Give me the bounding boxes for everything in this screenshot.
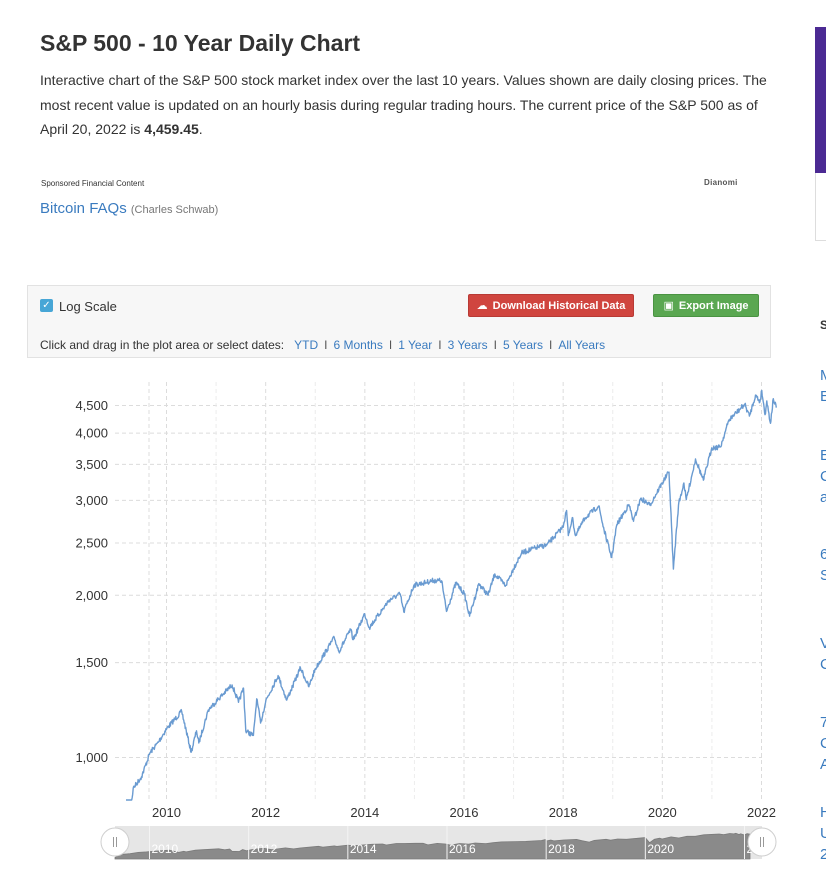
x-tick-label: 2018 — [549, 805, 578, 820]
range-link-3-years[interactable]: 3 Years — [447, 338, 488, 352]
right-sidebar-fragment[interactable]: E — [820, 388, 826, 405]
download-historical-data-button[interactable]: ☁ Download Historical Data — [468, 294, 634, 317]
sp500-series-line[interactable] — [125, 389, 777, 801]
right-sidebar-fragment[interactable]: 7 — [820, 714, 826, 731]
log-scale-label[interactable]: Log Scale — [59, 299, 117, 314]
sponsored-link-source: (Charles Schwab) — [130, 204, 219, 216]
right-sidebar-fragment[interactable]: A — [820, 756, 826, 773]
y-tick-label: 2,500 — [75, 536, 108, 551]
right-sidebar-fragment[interactable]: C — [820, 656, 826, 673]
range-links: YTD I 6 Months I 1 Year I 3 Years I 5 Years I All … — [294, 338, 605, 352]
range-separator: I — [324, 338, 328, 352]
range-link-6-months[interactable]: 6 Months — [333, 338, 383, 352]
right-sidebar-fragment[interactable]: V — [820, 635, 826, 652]
intro-paragraph: Interactive chart of the S&P 500 stock m… — [40, 68, 780, 142]
range-separator: I — [388, 338, 393, 352]
y-tick-label: 1,000 — [75, 750, 108, 765]
sponsored-link-text[interactable]: Bitcoin FAQs — [40, 200, 127, 217]
right-sidebar-fragment[interactable]: 6 — [820, 546, 826, 563]
right-sidebar-fragment: S — [820, 318, 826, 332]
navigator-label: 2014 — [350, 842, 377, 856]
y-tick-label: 3,000 — [75, 493, 108, 508]
sponsored-label: Sponsored Financial Content — [41, 179, 145, 188]
right-sidebar-fragment[interactable]: H — [820, 804, 826, 821]
cloud-download-icon: ☁ — [476, 300, 488, 312]
x-tick-label: 2020 — [648, 805, 677, 820]
x-tick-label: 2022 — [747, 805, 776, 820]
range-link-5-years[interactable]: 5 Years — [502, 338, 544, 352]
intro-text: Interactive chart of the S&P 500 stock m… — [40, 72, 767, 137]
x-tick-label: 2010 — [152, 805, 181, 820]
range-link-all-years[interactable]: All Years — [558, 338, 606, 352]
download-label: Download Historical Data — [492, 300, 626, 312]
right-sidebar-fragment[interactable]: M — [820, 365, 826, 386]
chart-controls: ✓ Log Scale ☁ Download Historical Data ▣ E… — [27, 285, 771, 358]
right-sidebar-fragment[interactable]: a — [820, 489, 826, 506]
current-price: 4,459.45 — [144, 121, 199, 137]
navigator-label: 2020 — [647, 842, 674, 856]
range-link-ytd[interactable]: YTD — [294, 338, 319, 352]
right-sidebar-fragment[interactable]: E — [820, 447, 826, 464]
log-scale-checkbox[interactable]: ✓ — [40, 299, 53, 312]
y-tick-label: 3,500 — [75, 457, 108, 472]
navigator-area — [114, 832, 751, 860]
intro-end: . — [198, 121, 203, 137]
right-sidebar-fragment[interactable]: C — [820, 468, 826, 485]
export-image-button[interactable]: ▣ Export Image — [653, 294, 759, 317]
right-sidebar-fragment[interactable]: S — [820, 567, 826, 584]
chart-grid — [115, 382, 762, 800]
right-sidebar-fragment[interactable]: U — [820, 825, 826, 842]
navigator-label: 2010 — [152, 842, 179, 856]
image-icon: ▣ — [663, 300, 674, 312]
range-separator: I — [438, 338, 442, 352]
y-tick-label: 1,500 — [75, 655, 108, 670]
navigator-label: 2018 — [548, 842, 575, 856]
navigator-label: 2016 — [449, 842, 476, 856]
range-selector: Click and drag in the plot area or selec… — [40, 338, 605, 352]
x-tick-label: 2016 — [450, 805, 479, 820]
navigator-right-handle-circle[interactable] — [747, 827, 777, 857]
x-tick-label: 2014 — [350, 805, 379, 820]
page-title: S&P 500 - 10 Year Daily Chart — [40, 30, 361, 56]
y-tick-label: 4,000 — [75, 426, 108, 441]
sponsored-link[interactable]: Bitcoin FAQs (Charles Schwab) — [40, 200, 218, 217]
range-link-1-year[interactable]: 1 Year — [398, 338, 433, 352]
right-sidebar-fragment[interactable]: 2 — [820, 846, 826, 863]
range-separator: I — [493, 338, 497, 352]
export-label: Export Image — [678, 300, 749, 312]
y-tick-label: 4,500 — [75, 398, 108, 413]
dianomi-logo[interactable]: Dianomi — [704, 178, 738, 187]
navigator-label: 2012 — [251, 842, 278, 856]
range-separator: I — [549, 338, 553, 352]
right-ad-banner[interactable] — [815, 27, 826, 173]
x-tick-label: 2012 — [251, 805, 280, 820]
navigator-left-handle[interactable] — [100, 827, 130, 857]
y-tick-label: 2,000 — [75, 588, 108, 603]
range-prompt: Click and drag in the plot area or selec… — [40, 338, 285, 352]
right-ad-box — [815, 173, 826, 241]
navigator-left-handle-circle[interactable] — [100, 827, 130, 857]
right-sidebar-fragment[interactable]: C — [820, 735, 826, 752]
navigator-right-handle[interactable] — [747, 827, 777, 857]
